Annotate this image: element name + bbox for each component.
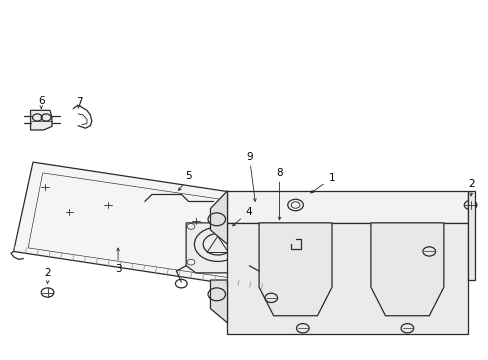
Text: 3: 3 xyxy=(115,264,121,274)
Text: 1: 1 xyxy=(328,173,335,183)
Text: 4: 4 xyxy=(244,207,251,217)
Polygon shape xyxy=(243,206,270,225)
Polygon shape xyxy=(30,111,52,130)
Polygon shape xyxy=(210,191,227,244)
Text: 8: 8 xyxy=(276,168,282,178)
Text: 5: 5 xyxy=(185,171,191,181)
Polygon shape xyxy=(276,225,295,246)
Text: 2: 2 xyxy=(468,179,474,189)
Polygon shape xyxy=(186,223,249,273)
Polygon shape xyxy=(210,280,227,323)
Polygon shape xyxy=(259,223,331,316)
Polygon shape xyxy=(14,162,281,289)
Text: 7: 7 xyxy=(76,97,82,107)
Text: 2: 2 xyxy=(44,268,51,278)
Text: 9: 9 xyxy=(245,152,252,162)
Polygon shape xyxy=(370,223,443,316)
Polygon shape xyxy=(227,223,467,334)
Polygon shape xyxy=(467,191,474,280)
Text: 6: 6 xyxy=(38,96,44,107)
Polygon shape xyxy=(227,191,467,223)
